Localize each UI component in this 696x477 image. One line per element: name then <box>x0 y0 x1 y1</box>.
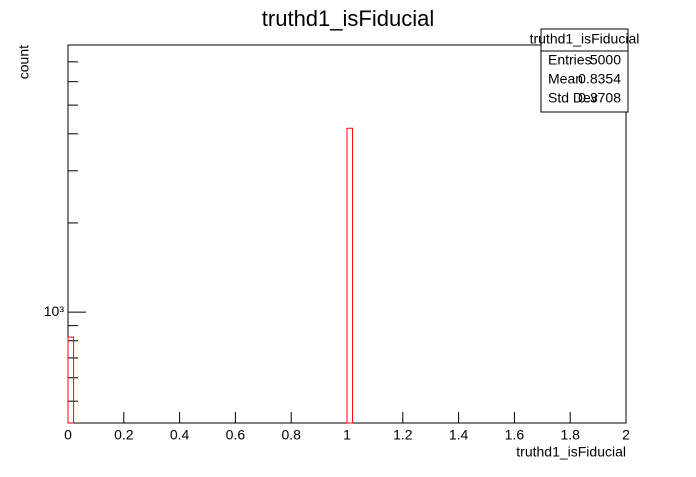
bar <box>346 127 354 424</box>
x-tick-label: 0.4 <box>170 427 190 443</box>
stats-title: truthd1_isFiducial <box>530 31 640 47</box>
x-tick-label: 0 <box>64 427 72 443</box>
stats-value: 0.8354 <box>578 71 621 87</box>
stats-box <box>540 28 629 113</box>
stats-value: 0.3708 <box>578 90 621 106</box>
bar <box>67 336 75 424</box>
stats-value: 5000 <box>590 52 621 68</box>
chart-title: truthd1_isFiducial <box>262 6 434 31</box>
y-axis-label: count <box>16 45 32 79</box>
x-tick-label: 0.6 <box>226 427 246 443</box>
x-tick-label: 1.6 <box>505 427 525 443</box>
stats-label: Std Dev <box>548 90 598 106</box>
y-tick-label: 10³ <box>44 303 65 319</box>
x-tick-label: 0.8 <box>281 427 301 443</box>
x-axis-label: truthd1_isFiducial <box>516 444 626 460</box>
x-tick-label: 1.2 <box>393 427 413 443</box>
x-tick-label: 0.2 <box>114 427 134 443</box>
x-tick-label: 2 <box>622 427 630 443</box>
stats-label: Mean <box>548 71 583 87</box>
x-tick-label: 1 <box>343 427 351 443</box>
x-tick-label: 1.8 <box>560 427 580 443</box>
x-tick-label: 1.4 <box>449 427 469 443</box>
stats-label: Entries <box>548 52 592 68</box>
